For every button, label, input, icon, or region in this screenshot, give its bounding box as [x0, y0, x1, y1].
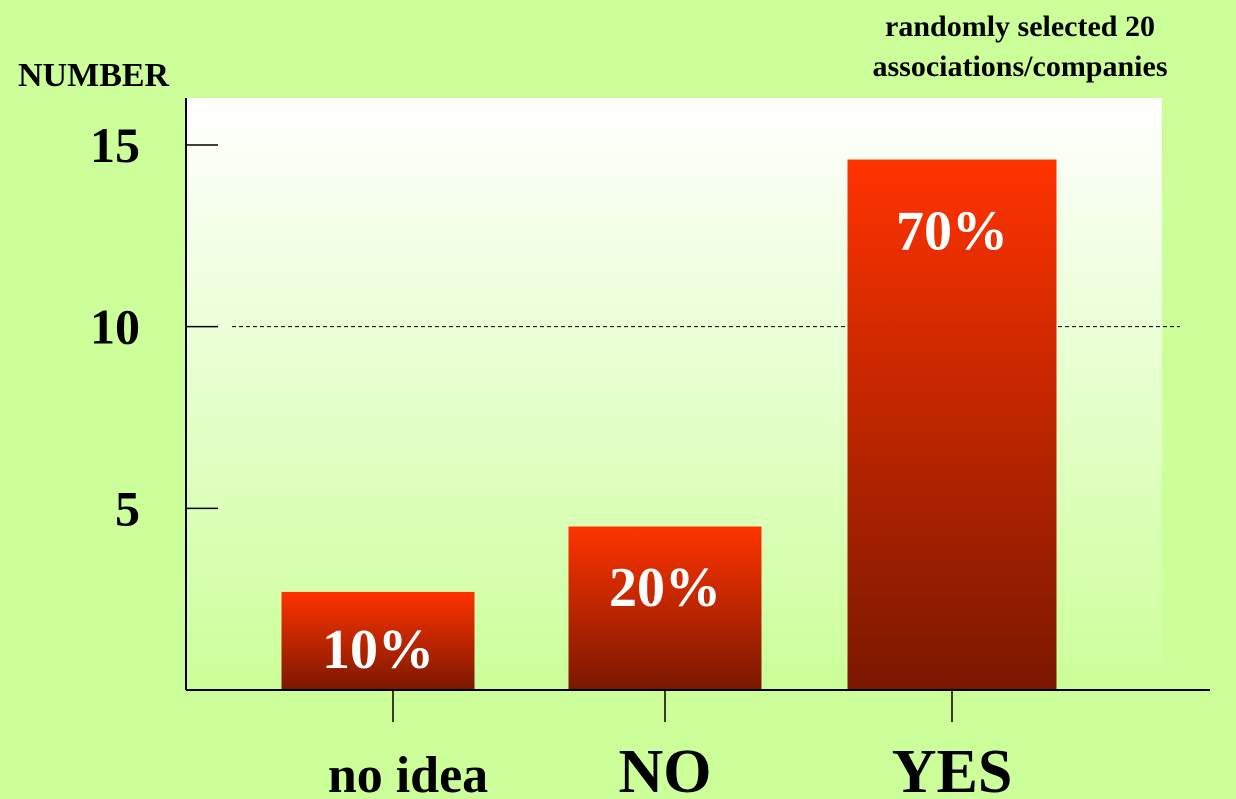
annotation-line-1: randomly selected 20 — [885, 10, 1155, 43]
bar-no-idea — [281, 591, 475, 690]
y-tick-label: 15 — [90, 117, 140, 173]
data-label: 70% — [896, 201, 1008, 263]
data-label: 10% — [322, 619, 434, 681]
annotation-line-2: associations/companies — [872, 50, 1167, 83]
y-tick-label: 5 — [115, 480, 140, 536]
y-tick-label: 10 — [90, 299, 140, 355]
bar-no — [568, 526, 762, 690]
x-tick-label: no idea — [328, 747, 488, 799]
chart-marks: 10% 20% 70% 5 10 15 no idea NO YES — [90, 98, 1210, 799]
bar-yes — [847, 159, 1057, 691]
data-label: 20% — [609, 557, 721, 619]
x-tick-label: YES — [892, 738, 1013, 799]
y-axis-label: NUMBER — [18, 57, 170, 94]
x-tick-label: NO — [619, 738, 712, 799]
